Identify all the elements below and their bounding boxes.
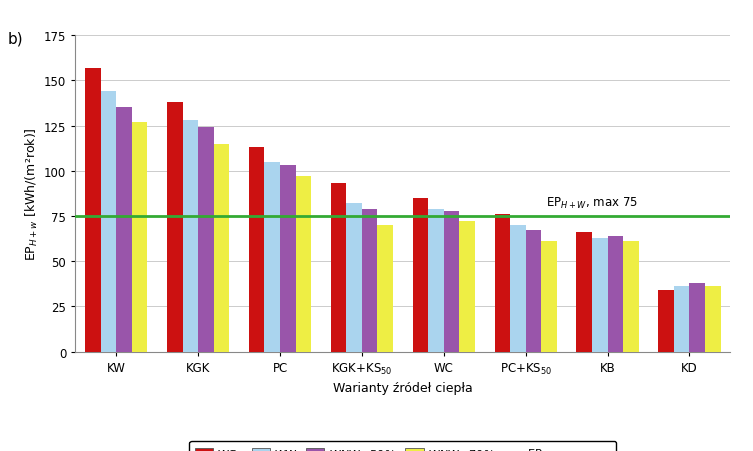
Bar xyxy=(495,215,510,352)
Bar xyxy=(331,184,346,352)
Bar xyxy=(377,226,393,352)
Bar xyxy=(674,287,690,352)
Bar xyxy=(623,242,639,352)
Bar xyxy=(167,103,182,352)
Bar xyxy=(362,209,377,352)
Bar xyxy=(577,233,592,352)
Bar xyxy=(101,92,116,352)
Bar xyxy=(510,226,526,352)
Bar xyxy=(280,166,296,352)
Bar xyxy=(346,204,362,352)
Bar xyxy=(608,236,623,352)
Text: b): b) xyxy=(8,32,23,46)
Bar xyxy=(116,108,132,352)
Bar xyxy=(264,162,280,352)
Y-axis label: EP$_{H+w}$ [kWh/(m²rok)]: EP$_{H+w}$ [kWh/(m²rok)] xyxy=(23,127,40,261)
Bar xyxy=(85,69,101,352)
Bar xyxy=(690,283,705,352)
Bar xyxy=(296,177,311,352)
Bar xyxy=(444,211,459,352)
Bar xyxy=(182,121,198,352)
Bar xyxy=(658,290,674,352)
Bar xyxy=(526,231,541,352)
Bar xyxy=(249,148,264,352)
Bar xyxy=(214,144,229,352)
Bar xyxy=(132,123,148,352)
Bar xyxy=(428,209,444,352)
Bar xyxy=(541,242,556,352)
Bar xyxy=(705,287,721,352)
Bar xyxy=(592,238,608,352)
Bar xyxy=(459,222,475,352)
Legend: WGr, WW, WNW$_{oc}$50%, WNW$_{oc}$70%, EP$_{H+W,max\ 2021}$: WGr, WW, WNW$_{oc}$50%, WNW$_{oc}$70%, E… xyxy=(190,441,616,451)
Bar xyxy=(198,128,214,352)
Text: EP$_{H+W}$, max 75: EP$_{H+W}$, max 75 xyxy=(546,195,639,210)
X-axis label: Warianty źródeł ciepła: Warianty źródeł ciepła xyxy=(333,382,473,394)
Bar xyxy=(413,198,428,352)
